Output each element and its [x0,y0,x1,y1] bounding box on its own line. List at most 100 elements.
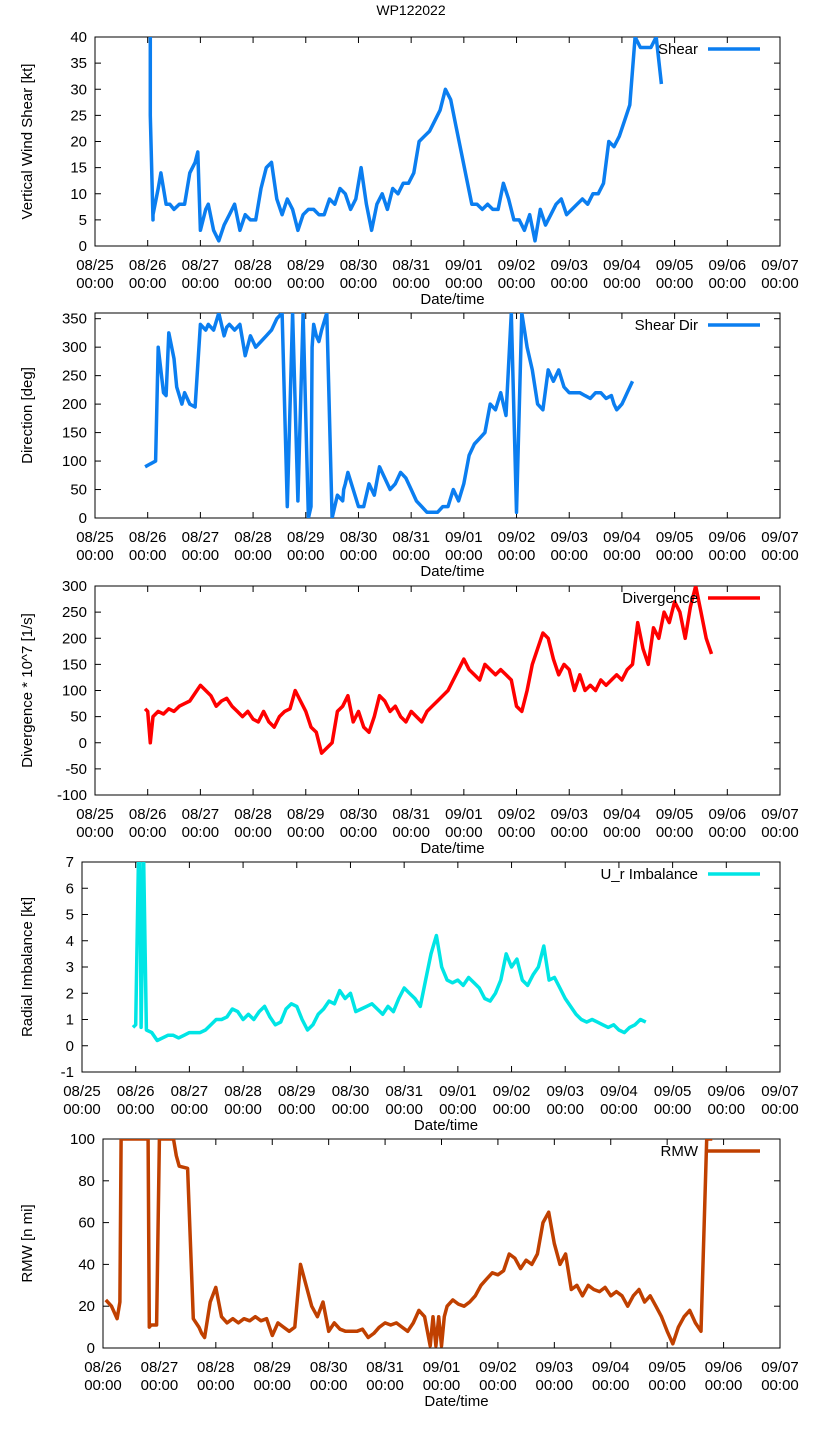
x-tick-label-date: 08/31 [392,529,430,546]
x-tick-label-date: 08/29 [278,1083,316,1100]
x-tick-label-date: 08/29 [287,529,325,546]
x-tick-label-time: 00:00 [340,547,378,564]
plot-frame [81,861,781,1073]
legend-label: U_r Imbalance [600,866,698,883]
y-axis-label: Divergence * 10^7 [1/s] [19,613,36,768]
x-tick-label-date: 08/25 [63,1083,101,1100]
plot-frame [102,1138,781,1349]
x-tick-label-date: 08/27 [171,1083,209,1100]
x-tick-label-date: 09/05 [656,806,694,823]
series-line [148,37,664,243]
x-tick-label-time: 00:00 [182,824,220,841]
x-tick-label-time: 00:00 [761,1377,799,1394]
x-tick-label-time: 00:00 [234,275,272,292]
x-tick-label-date: 08/30 [310,1359,348,1376]
y-axis-label: Direction [deg] [19,367,36,464]
y-tick-label: -1 [61,1064,74,1081]
x-tick-label-date: 09/04 [603,257,641,274]
x-tick-label-time: 00:00 [253,1377,291,1394]
x-tick-label-time: 00:00 [536,1377,574,1394]
x-tick-label-time: 00:00 [63,1101,101,1118]
x-tick-label-date: 09/06 [708,1083,746,1100]
x-tick-label-date: 09/03 [536,1359,574,1376]
x-tick-label-time: 00:00 [603,547,641,564]
x-tick-label-date: 09/03 [550,806,588,823]
x-axis-label: Date/time [414,1117,478,1134]
x-tick-label-date: 08/29 [287,806,325,823]
y-tick-label: 350 [62,311,87,328]
x-tick-label-date: 09/01 [445,806,483,823]
x-tick-label-time: 00:00 [761,547,799,564]
x-tick-label-time: 00:00 [600,1101,638,1118]
x-tick-label-time: 00:00 [287,547,325,564]
x-tick-label-date: 08/28 [234,257,272,274]
x-tick-label-time: 00:00 [76,275,114,292]
plot-frame [94,36,781,247]
x-tick-label-time: 00:00 [498,547,536,564]
series-line [144,313,635,518]
y-tick-label: 200 [62,630,87,647]
x-tick-label-date: 08/31 [366,1359,404,1376]
x-tick-label-date: 09/05 [656,529,694,546]
legend-label: Shear [658,41,698,58]
x-tick-label-time: 00:00 [705,1377,743,1394]
y-tick-label: 7 [66,854,74,871]
x-tick-label-time: 00:00 [550,824,588,841]
x-tick-label-time: 00:00 [76,824,114,841]
x-tick-label-time: 00:00 [709,824,747,841]
y-axis-label: Vertical Wind Shear [kt] [19,64,36,220]
x-tick-label-date: 09/04 [603,806,641,823]
y-tick-label: 80 [78,1173,95,1190]
x-tick-label-date: 09/07 [761,257,799,274]
x-tick-label-time: 00:00 [648,1377,686,1394]
x-tick-label-time: 00:00 [392,275,430,292]
x-tick-label-time: 00:00 [546,1101,584,1118]
x-tick-label-time: 00:00 [445,547,483,564]
x-tick-label-time: 00:00 [493,1101,531,1118]
x-tick-label-time: 00:00 [197,1377,235,1394]
x-tick-label-time: 00:00 [141,1377,179,1394]
x-tick-label-date: 08/26 [84,1359,122,1376]
legend-label: Shear Dir [635,317,698,334]
x-tick-label-date: 08/26 [129,257,167,274]
y-tick-label: 25 [70,107,87,124]
x-tick-label-time: 00:00 [479,1377,517,1394]
x-tick-label-date: 09/03 [550,529,588,546]
y-tick-label: 15 [70,160,87,177]
x-tick-label-date: 08/30 [340,257,378,274]
y-tick-label: 250 [62,368,87,385]
x-tick-label-date: 08/26 [129,529,167,546]
x-tick-label-date: 09/01 [445,257,483,274]
y-tick-label: 60 [78,1215,95,1232]
plot-frame [94,312,781,519]
x-tick-label-time: 00:00 [761,275,799,292]
y-tick-label: 100 [62,453,87,470]
y-tick-label: 300 [62,578,87,595]
x-tick-label-time: 00:00 [761,1101,799,1118]
x-tick-label-date: 09/06 [709,529,747,546]
chart-panel-3: -100-5005010015020025030008/2500:0008/26… [19,578,799,857]
x-axis-label: Date/time [420,563,484,580]
y-tick-label: 6 [66,880,74,897]
x-tick-label-time: 00:00 [234,824,272,841]
x-tick-label-date: 08/30 [340,529,378,546]
legend-label: RMW [661,1143,699,1160]
x-tick-label-time: 00:00 [550,547,588,564]
x-tick-label-time: 00:00 [761,824,799,841]
y-tick-label: 50 [70,482,87,499]
x-tick-label-time: 00:00 [708,1101,746,1118]
x-tick-label-date: 09/02 [493,1083,531,1100]
x-tick-label-date: 09/03 [546,1083,584,1100]
y-tick-label: 100 [62,683,87,700]
x-tick-label-date: 09/03 [550,257,588,274]
y-tick-label: 0 [79,735,87,752]
x-tick-label-date: 09/07 [761,1083,799,1100]
x-tick-label-date: 08/31 [385,1083,423,1100]
x-tick-label-time: 00:00 [129,275,167,292]
x-tick-label-date: 09/02 [498,257,536,274]
x-tick-label-date: 08/31 [392,257,430,274]
x-tick-label-time: 00:00 [171,1101,209,1118]
x-tick-label-time: 00:00 [498,275,536,292]
x-tick-label-date: 08/26 [129,806,167,823]
x-tick-label-time: 00:00 [182,275,220,292]
